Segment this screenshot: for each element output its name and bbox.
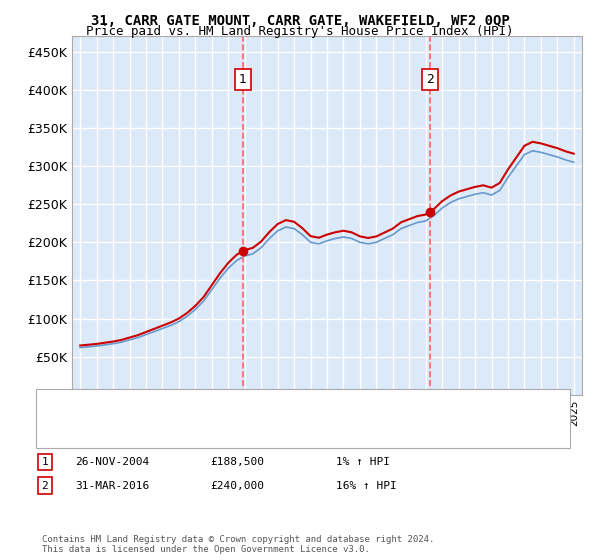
Text: 2: 2 [41, 480, 49, 491]
Text: 31-MAR-2016: 31-MAR-2016 [75, 480, 149, 491]
Text: £240,000: £240,000 [210, 480, 264, 491]
Text: 2: 2 [426, 73, 434, 86]
Text: 31, CARR GATE MOUNT, CARR GATE, WAKEFIELD, WF2 0QP: 31, CARR GATE MOUNT, CARR GATE, WAKEFIEL… [91, 14, 509, 28]
Text: 1: 1 [41, 457, 49, 467]
Text: 1% ↑ HPI: 1% ↑ HPI [336, 457, 390, 467]
Text: 16% ↑ HPI: 16% ↑ HPI [336, 480, 397, 491]
Text: 31, CARR GATE MOUNT, CARR GATE, WAKEFIELD, WF2 0QP (detached house): 31, CARR GATE MOUNT, CARR GATE, WAKEFIEL… [93, 399, 512, 409]
Text: Price paid vs. HM Land Registry's House Price Index (HPI): Price paid vs. HM Land Registry's House … [86, 25, 514, 38]
Text: Contains HM Land Registry data © Crown copyright and database right 2024.
This d: Contains HM Land Registry data © Crown c… [42, 535, 434, 554]
Text: 26-NOV-2004: 26-NOV-2004 [75, 457, 149, 467]
Text: HPI: Average price, detached house, Wakefield: HPI: Average price, detached house, Wake… [93, 419, 374, 429]
Text: £188,500: £188,500 [210, 457, 264, 467]
Text: 1: 1 [239, 73, 247, 86]
